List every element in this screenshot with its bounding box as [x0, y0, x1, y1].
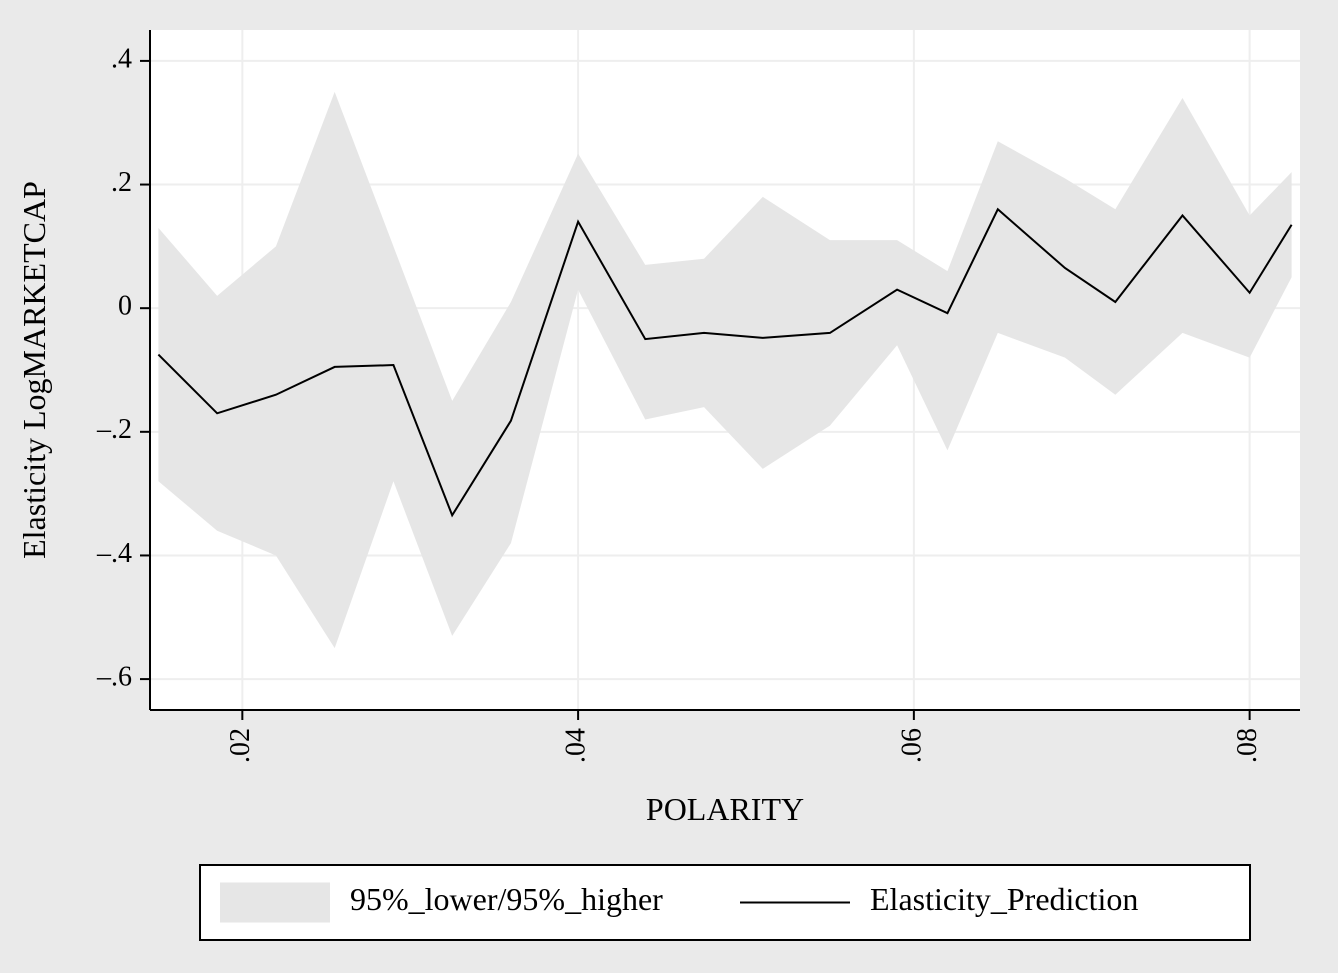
x-tick-label: .04 — [561, 728, 592, 763]
y-axis-label: Elasticity LogMARKETCAP — [16, 181, 52, 559]
x-tick-label: .06 — [896, 728, 927, 763]
legend-label-line: Elasticity_Prediction — [870, 881, 1138, 917]
elasticity-chart: –.6 –.4 –.2 0 .2 .4 .02 .04 .06 .08 POLARITY Elasti… — [0, 0, 1338, 973]
y-tick-label: 0 — [118, 291, 132, 322]
x-tick-label: .08 — [1232, 728, 1263, 763]
chart-svg: –.6 –.4 –.2 0 .2 .4 .02 .04 .06 .08 POLARITY Elasti… — [0, 0, 1338, 973]
y-tick-label: –.6 — [96, 662, 132, 693]
y-tick-label: .2 — [111, 167, 132, 198]
y-tick-label: –.4 — [96, 538, 132, 569]
legend-label-band: 95%_lower/95%_higher — [350, 881, 663, 917]
y-tick-label: –.2 — [96, 414, 132, 445]
y-tick-label: .4 — [111, 43, 132, 74]
x-tick-label: .02 — [225, 728, 256, 763]
legend-swatch-band — [220, 883, 330, 923]
x-axis-label: POLARITY — [646, 791, 804, 827]
